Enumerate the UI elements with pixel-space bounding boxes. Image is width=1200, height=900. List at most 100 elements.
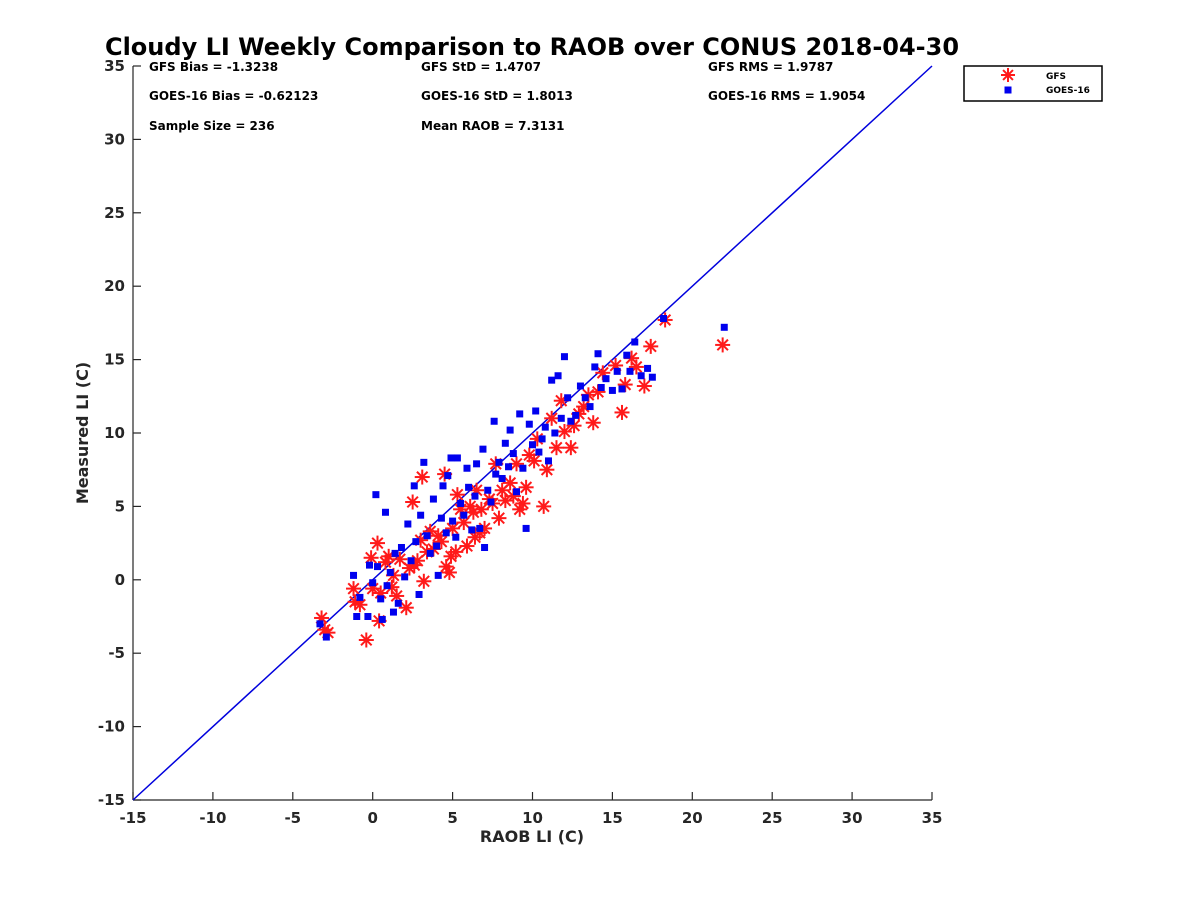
goes16-point <box>551 429 559 437</box>
y-tick-label: 25 <box>104 204 125 222</box>
gfs-point <box>473 501 489 517</box>
goes16-point <box>391 549 399 557</box>
x-tick-label: 20 <box>682 809 703 827</box>
chart-title: Cloudy LI Weekly Comparison to RAOB over… <box>105 33 959 61</box>
y-tick-label: 20 <box>104 277 125 295</box>
legend-goes16-marker <box>1004 86 1012 94</box>
goes16-point <box>389 608 397 616</box>
x-tick-label: -15 <box>119 809 146 827</box>
y-tick-label: 30 <box>104 130 125 148</box>
goes16-point <box>444 472 452 480</box>
gfs-point <box>416 573 432 589</box>
goes16-point <box>490 417 498 425</box>
goes16-point <box>420 458 428 466</box>
goes16-point <box>509 450 517 458</box>
goes16-point <box>492 470 500 478</box>
goes16-point <box>460 511 468 519</box>
goes16-point <box>401 573 409 581</box>
goes16-point <box>554 372 562 380</box>
goes-bias-text: GOES-16 Bias = -0.62123 <box>149 89 318 103</box>
goes16-point <box>644 364 652 372</box>
gfs-point <box>414 469 430 485</box>
gfs-point <box>346 581 362 597</box>
goes16-point <box>516 410 524 418</box>
goes16-point <box>439 482 447 490</box>
goes-rms-text: GOES-16 RMS = 1.9054 <box>708 89 865 103</box>
goes16-point <box>381 508 389 516</box>
goes16-point <box>481 544 489 552</box>
legend: GFS GOES-16 <box>963 65 1103 102</box>
goes16-point <box>660 314 668 322</box>
goes16-point <box>535 448 543 456</box>
x-tick-label: 5 <box>447 809 457 827</box>
legend-gfs-marker <box>1001 68 1015 82</box>
goes16-point <box>648 373 656 381</box>
goes16-series <box>316 314 728 641</box>
y-tick-label: 15 <box>104 351 125 369</box>
x-tick-label: 15 <box>602 809 623 827</box>
goes16-point <box>495 458 503 466</box>
gfs-point <box>448 544 464 560</box>
goes16-point <box>525 420 533 428</box>
goes16-point <box>429 495 437 503</box>
y-tick-label: -15 <box>98 791 125 809</box>
goes16-point <box>484 486 492 494</box>
goes16-point <box>372 491 380 499</box>
one-to-one-line <box>132 65 933 801</box>
goes16-point <box>602 375 610 383</box>
gfs-point <box>563 440 579 456</box>
goes16-point <box>618 385 626 393</box>
goes16-point <box>613 367 621 375</box>
goes16-point <box>433 542 441 550</box>
y-tick-label: 10 <box>104 424 125 442</box>
goes16-point <box>316 620 324 628</box>
goes16-point <box>364 613 372 620</box>
y-tick-label: 35 <box>104 57 125 75</box>
gfs-point <box>358 632 374 648</box>
goes16-point <box>557 414 565 422</box>
legend-gfs-label: GFS <box>1046 72 1066 82</box>
x-tick-label: 25 <box>762 809 783 827</box>
goes16-point <box>631 338 639 346</box>
x-tick-label: -10 <box>199 809 226 827</box>
y-tick-label: -5 <box>108 644 125 662</box>
y-tick-label: 0 <box>115 571 125 589</box>
goes16-point <box>519 464 527 472</box>
goes16-point <box>544 457 552 465</box>
goes16-point <box>407 557 415 565</box>
goes16-point <box>541 423 549 431</box>
gfs-point <box>515 495 531 511</box>
goes16-point <box>322 633 330 641</box>
gfs-point <box>409 553 425 569</box>
x-tick-label: 10 <box>522 809 543 827</box>
goes16-point <box>501 439 509 447</box>
goes16-point <box>594 350 602 358</box>
gfs-point <box>449 487 465 503</box>
gfs-bias-text: GFS Bias = -1.3238 <box>149 60 278 74</box>
gfs-point <box>373 585 389 601</box>
goes16-point <box>506 426 514 434</box>
goes16-point <box>560 353 568 361</box>
x-axis-ticks: -15 -10 -5 0 5 10 15 20 25 30 35 <box>119 792 942 827</box>
goes16-point <box>468 526 476 534</box>
goes16-point <box>442 529 450 537</box>
gfs-point <box>544 410 560 426</box>
goes16-point <box>572 411 580 419</box>
goes16-point <box>498 475 506 483</box>
gfs-rms-text: GFS RMS = 1.9787 <box>708 60 833 74</box>
goes16-point <box>637 372 645 380</box>
y-axis-label: Measured LI (C) <box>73 362 92 504</box>
legend-gfs-asterisk <box>1001 68 1015 82</box>
goes16-point <box>608 386 616 394</box>
gfs-point <box>369 535 385 551</box>
goes16-point <box>353 613 361 620</box>
goes16-point <box>532 407 540 415</box>
goes16-point <box>426 549 434 557</box>
goes16-point <box>465 483 473 491</box>
one-to-one-line-group <box>132 65 933 801</box>
goes16-point <box>476 524 484 532</box>
goes16-point <box>397 544 405 552</box>
y-tick-label: 5 <box>115 497 125 515</box>
goes16-point <box>437 514 445 522</box>
goes16-point <box>581 394 589 402</box>
